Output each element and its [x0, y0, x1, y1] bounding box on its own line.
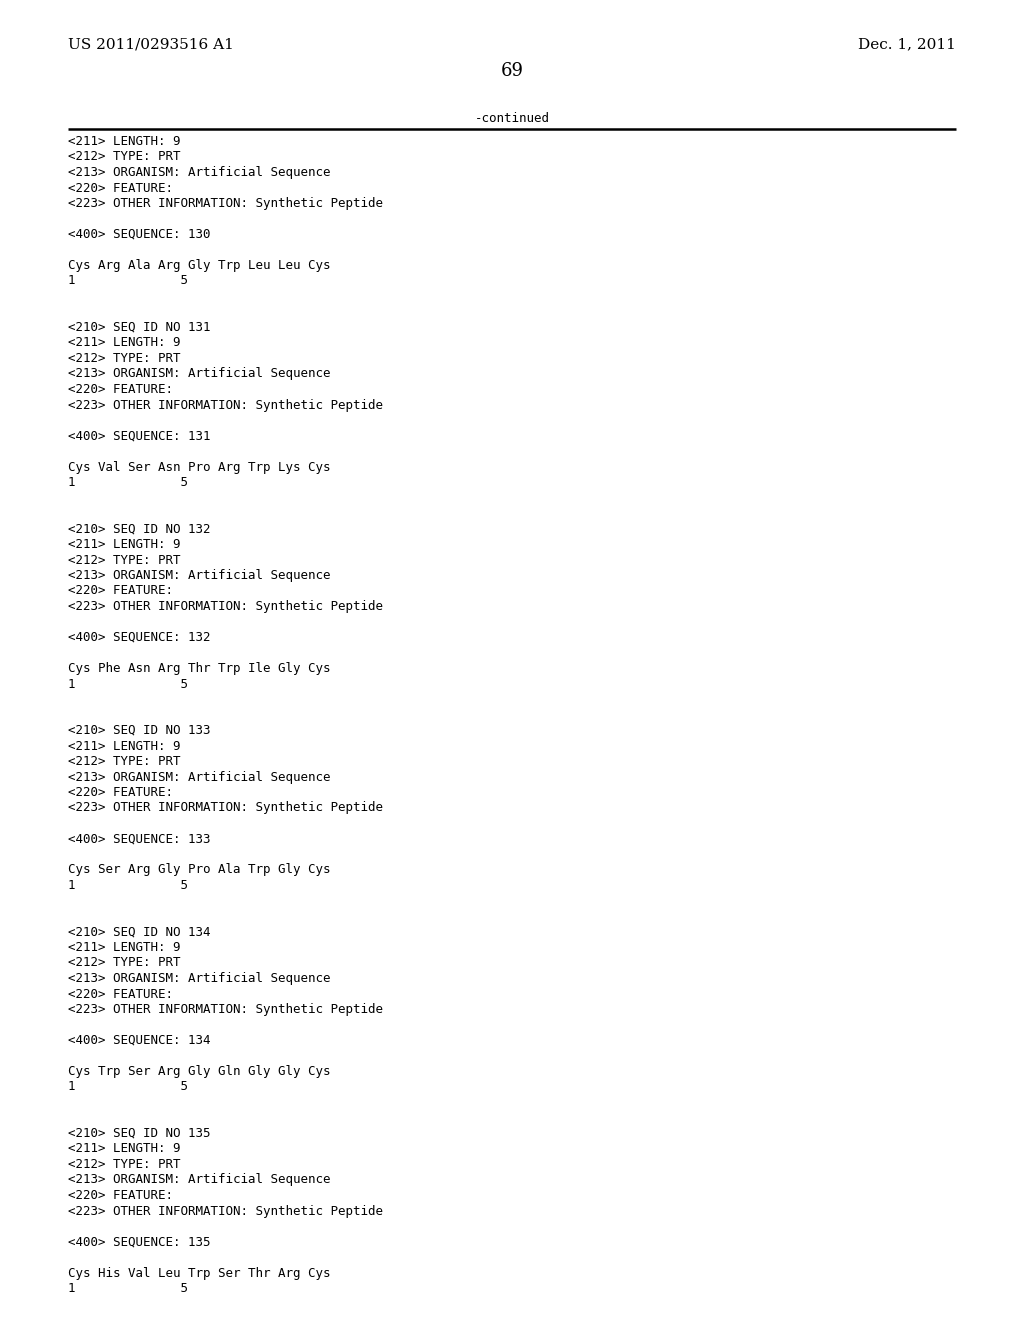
Text: <213> ORGANISM: Artificial Sequence: <213> ORGANISM: Artificial Sequence — [68, 771, 331, 784]
Text: <212> TYPE: PRT: <212> TYPE: PRT — [68, 553, 180, 566]
Text: <212> TYPE: PRT: <212> TYPE: PRT — [68, 352, 180, 366]
Text: <400> SEQUENCE: 135: <400> SEQUENCE: 135 — [68, 1236, 211, 1249]
Text: <211> LENGTH: 9: <211> LENGTH: 9 — [68, 941, 180, 954]
Text: <220> FEATURE:: <220> FEATURE: — [68, 585, 173, 598]
Text: <220> FEATURE:: <220> FEATURE: — [68, 1189, 173, 1203]
Text: <210> SEQ ID NO 131: <210> SEQ ID NO 131 — [68, 321, 211, 334]
Text: Cys His Val Leu Trp Ser Thr Arg Cys: Cys His Val Leu Trp Ser Thr Arg Cys — [68, 1266, 331, 1279]
Text: Cys Phe Asn Arg Thr Trp Ile Gly Cys: Cys Phe Asn Arg Thr Trp Ile Gly Cys — [68, 663, 331, 675]
Text: <400> SEQUENCE: 131: <400> SEQUENCE: 131 — [68, 429, 211, 442]
Text: 1              5: 1 5 — [68, 1282, 188, 1295]
Text: <220> FEATURE:: <220> FEATURE: — [68, 181, 173, 194]
Text: US 2011/0293516 A1: US 2011/0293516 A1 — [68, 37, 233, 51]
Text: 69: 69 — [501, 62, 523, 81]
Text: <400> SEQUENCE: 133: <400> SEQUENCE: 133 — [68, 833, 211, 846]
Text: <223> OTHER INFORMATION: Synthetic Peptide: <223> OTHER INFORMATION: Synthetic Pepti… — [68, 399, 383, 412]
Text: <211> LENGTH: 9: <211> LENGTH: 9 — [68, 739, 180, 752]
Text: <211> LENGTH: 9: <211> LENGTH: 9 — [68, 337, 180, 350]
Text: <210> SEQ ID NO 132: <210> SEQ ID NO 132 — [68, 523, 211, 536]
Text: <223> OTHER INFORMATION: Synthetic Peptide: <223> OTHER INFORMATION: Synthetic Pepti… — [68, 801, 383, 814]
Text: <213> ORGANISM: Artificial Sequence: <213> ORGANISM: Artificial Sequence — [68, 166, 331, 180]
Text: 1              5: 1 5 — [68, 677, 188, 690]
Text: <211> LENGTH: 9: <211> LENGTH: 9 — [68, 1143, 180, 1155]
Text: <220> FEATURE:: <220> FEATURE: — [68, 987, 173, 1001]
Text: <223> OTHER INFORMATION: Synthetic Peptide: <223> OTHER INFORMATION: Synthetic Pepti… — [68, 1003, 383, 1016]
Text: 1              5: 1 5 — [68, 477, 188, 488]
Text: <211> LENGTH: 9: <211> LENGTH: 9 — [68, 539, 180, 550]
Text: <400> SEQUENCE: 132: <400> SEQUENCE: 132 — [68, 631, 211, 644]
Text: 1              5: 1 5 — [68, 1081, 188, 1093]
Text: <400> SEQUENCE: 134: <400> SEQUENCE: 134 — [68, 1034, 211, 1047]
Text: -continued: -continued — [474, 112, 550, 125]
Text: Cys Val Ser Asn Pro Arg Trp Lys Cys: Cys Val Ser Asn Pro Arg Trp Lys Cys — [68, 461, 331, 474]
Text: Cys Trp Ser Arg Gly Gln Gly Gly Cys: Cys Trp Ser Arg Gly Gln Gly Gly Cys — [68, 1065, 331, 1078]
Text: 1              5: 1 5 — [68, 879, 188, 892]
Text: <210> SEQ ID NO 135: <210> SEQ ID NO 135 — [68, 1127, 211, 1140]
Text: Dec. 1, 2011: Dec. 1, 2011 — [858, 37, 956, 51]
Text: Cys Ser Arg Gly Pro Ala Trp Gly Cys: Cys Ser Arg Gly Pro Ala Trp Gly Cys — [68, 863, 331, 876]
Text: <220> FEATURE:: <220> FEATURE: — [68, 383, 173, 396]
Text: <223> OTHER INFORMATION: Synthetic Peptide: <223> OTHER INFORMATION: Synthetic Pepti… — [68, 197, 383, 210]
Text: <212> TYPE: PRT: <212> TYPE: PRT — [68, 1158, 180, 1171]
Text: <400> SEQUENCE: 130: <400> SEQUENCE: 130 — [68, 228, 211, 242]
Text: <212> TYPE: PRT: <212> TYPE: PRT — [68, 755, 180, 768]
Text: <213> ORGANISM: Artificial Sequence: <213> ORGANISM: Artificial Sequence — [68, 569, 331, 582]
Text: <220> FEATURE:: <220> FEATURE: — [68, 785, 173, 799]
Text: <210> SEQ ID NO 134: <210> SEQ ID NO 134 — [68, 925, 211, 939]
Text: 1              5: 1 5 — [68, 275, 188, 288]
Text: <213> ORGANISM: Artificial Sequence: <213> ORGANISM: Artificial Sequence — [68, 1173, 331, 1187]
Text: <210> SEQ ID NO 133: <210> SEQ ID NO 133 — [68, 723, 211, 737]
Text: <223> OTHER INFORMATION: Synthetic Peptide: <223> OTHER INFORMATION: Synthetic Pepti… — [68, 1204, 383, 1217]
Text: <212> TYPE: PRT: <212> TYPE: PRT — [68, 957, 180, 969]
Text: Cys Arg Ala Arg Gly Trp Leu Leu Cys: Cys Arg Ala Arg Gly Trp Leu Leu Cys — [68, 259, 331, 272]
Text: <213> ORGANISM: Artificial Sequence: <213> ORGANISM: Artificial Sequence — [68, 367, 331, 380]
Text: <223> OTHER INFORMATION: Synthetic Peptide: <223> OTHER INFORMATION: Synthetic Pepti… — [68, 601, 383, 612]
Text: <213> ORGANISM: Artificial Sequence: <213> ORGANISM: Artificial Sequence — [68, 972, 331, 985]
Text: <211> LENGTH: 9: <211> LENGTH: 9 — [68, 135, 180, 148]
Text: <212> TYPE: PRT: <212> TYPE: PRT — [68, 150, 180, 164]
